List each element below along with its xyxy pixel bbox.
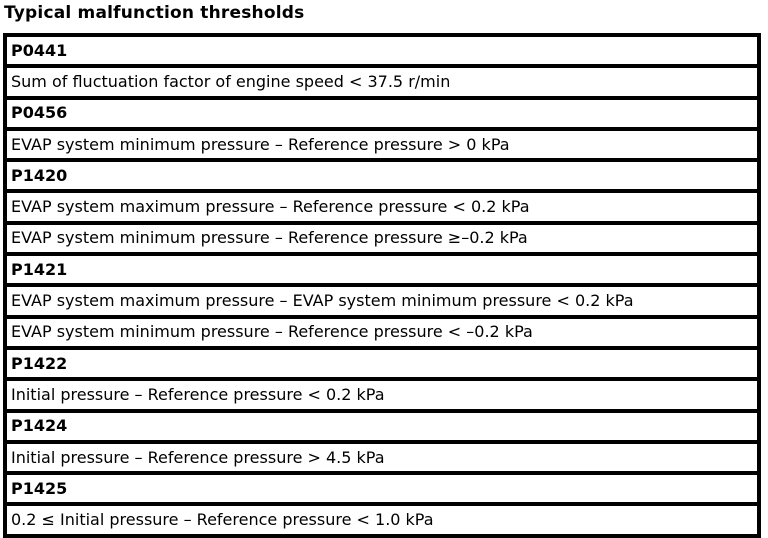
thresholds-table: P0441 Sum of fluctuation factor of engine… — [3, 33, 761, 538]
page-title: Typical malfunction thresholds — [4, 3, 305, 23]
threshold-row: Sum of fluctuation factor of engine spee… — [7, 68, 757, 100]
threshold-row: EVAP system maximum pressure – EVAP syst… — [7, 287, 757, 319]
threshold-row: Initial pressure – Reference pressure < … — [7, 381, 757, 413]
dtc-code-row: P1425 — [7, 475, 757, 507]
threshold-row: Initial pressure – Reference pressure > … — [7, 443, 757, 476]
dtc-code-row: P1424 — [7, 412, 757, 444]
dtc-code-row: P1422 — [7, 349, 757, 382]
threshold-row: EVAP system maximum pressure – Reference… — [7, 193, 757, 225]
threshold-row: 0.2 ≤ Initial pressure – Reference press… — [7, 506, 757, 534]
threshold-row: EVAP system minimum pressure – Reference… — [7, 318, 757, 350]
threshold-row: EVAP system minimum pressure – Reference… — [7, 130, 757, 163]
dtc-code-row: P0456 — [7, 99, 757, 131]
dtc-code-row: P0441 — [7, 37, 757, 69]
dtc-code-row: P1420 — [7, 162, 757, 194]
threshold-row: EVAP system minimum pressure – Reference… — [7, 224, 757, 257]
dtc-code-row: P1421 — [7, 256, 757, 288]
